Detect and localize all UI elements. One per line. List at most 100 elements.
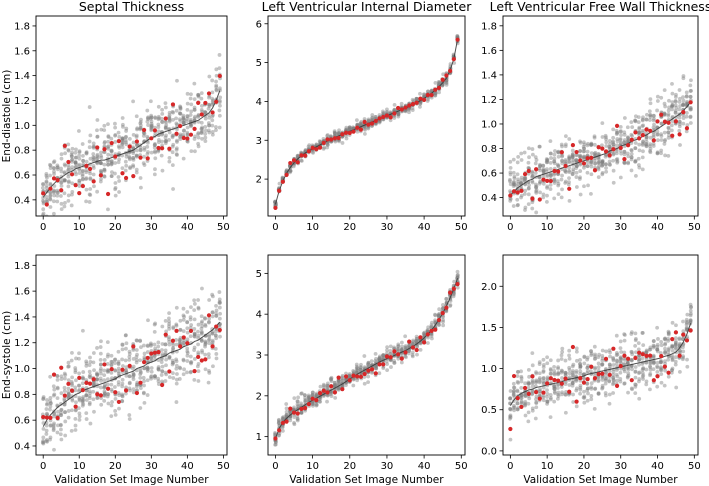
data-point [295,399,300,404]
data-point [519,374,524,379]
highlight-point [425,92,430,98]
x-tick-label: 50 [455,461,468,472]
highlight-point [688,100,693,105]
data-point [637,126,642,131]
data-point [141,391,146,396]
data-point [41,207,46,212]
data-point [381,111,386,115]
data-point [563,392,568,397]
data-point [611,375,616,380]
data-point [589,351,594,356]
data-point [527,381,531,386]
data-point [688,106,693,111]
data-point [585,381,590,386]
data-point [552,172,557,177]
data-point [203,110,208,115]
data-point [149,124,154,129]
x-tick-label: 0 [40,222,46,233]
highlight-point [625,356,631,361]
data-point [88,156,93,161]
data-point [430,320,434,325]
data-point [622,138,627,142]
data-point [185,114,190,119]
data-point [433,318,437,323]
data-point [45,398,49,402]
data-point [677,122,682,127]
data-point [600,356,605,361]
data-point [626,371,631,376]
data-point [541,398,546,403]
data-point [328,134,333,139]
highlight-point [399,107,404,112]
highlight-point [662,119,667,124]
highlight-point [152,350,158,355]
data-point [48,401,53,405]
data-point [333,131,337,136]
data-point [109,403,114,408]
data-point [175,138,179,143]
data-point [314,391,319,396]
data-point [369,370,374,375]
data-point [651,113,656,118]
data-point [366,360,371,365]
data-point [87,139,92,144]
data-point [567,368,572,372]
data-point [44,195,49,199]
data-point [59,411,63,416]
highlight-point [633,130,638,135]
data-point [544,169,549,174]
data-point [633,365,638,369]
data-point [131,145,136,150]
data-point [512,179,516,184]
data-point [433,93,438,98]
data-point [102,140,107,144]
data-point [586,183,590,188]
data-point [548,368,553,373]
data-point [273,432,278,436]
data-point [396,111,401,116]
data-point [199,96,204,101]
x-tick-label: 30 [145,461,158,472]
data-point [410,350,415,355]
data-point [142,355,147,360]
highlight-point [433,327,438,332]
data-point [567,160,572,165]
data-point [48,163,53,168]
data-point [344,133,348,138]
data-point [392,360,397,365]
highlight-point [123,175,129,181]
data-point [596,361,601,366]
data-point [170,144,175,149]
data-point [429,88,434,93]
x-tick-label: 10 [541,461,554,472]
data-point [603,376,608,381]
data-point [410,106,415,110]
data-point [102,141,107,145]
highlight-point [418,96,423,101]
data-point [662,112,667,117]
data-point [433,91,438,96]
data-point [207,319,211,324]
data-point [655,108,659,113]
highlight-point [388,355,393,360]
data-point [429,333,434,338]
data-point [44,179,49,184]
data-point [131,156,136,160]
data-point [88,133,93,138]
data-point [533,161,538,166]
highlight-point [519,188,524,193]
data-point [80,381,85,386]
data-point [523,393,528,398]
data-point [515,401,520,406]
data-point [611,369,616,374]
data-point [95,155,100,160]
highlight-point [109,140,114,146]
data-point [608,146,613,150]
data-point [106,122,110,127]
data-point [171,343,176,347]
data-point [545,193,549,198]
data-point [131,371,136,376]
data-point [559,385,564,389]
data-point [196,132,200,137]
data-point [146,123,151,128]
